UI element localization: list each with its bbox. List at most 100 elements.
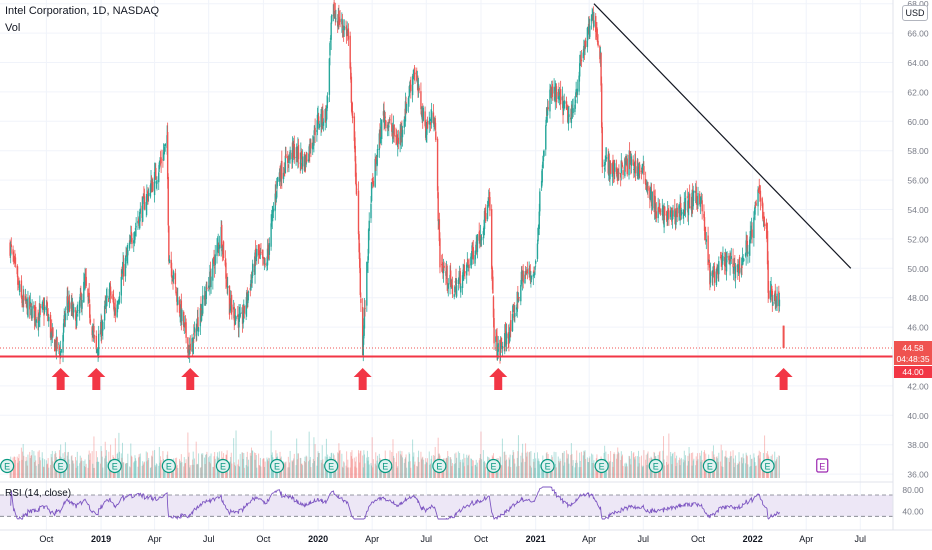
earnings-marker[interactable]: E <box>432 458 447 474</box>
earnings-marker[interactable]: E <box>378 458 393 474</box>
volume-bar <box>687 455 689 478</box>
volume-bar <box>583 450 585 478</box>
earnings-marker[interactable]: E <box>107 458 122 474</box>
volume-bar <box>363 454 365 478</box>
candle <box>533 270 535 273</box>
volume-bar <box>416 466 418 478</box>
earnings-marker[interactable]: E <box>702 458 717 474</box>
volume-bar <box>504 451 506 478</box>
earnings-marker[interactable]: E <box>540 458 555 474</box>
volume-bar <box>531 467 533 478</box>
time-axis[interactable]: Oct 2019 Apr Jul Oct 2020 Apr Jul Oct 2021 Apr Jul O… <box>39 534 866 544</box>
volume-bar <box>297 453 299 478</box>
candle <box>704 228 706 235</box>
volume-bar <box>199 467 201 478</box>
volume-bar <box>454 463 456 478</box>
earnings-marker[interactable]: E <box>760 458 775 474</box>
candle <box>678 205 680 214</box>
volume-bar <box>625 462 627 478</box>
volume-bar <box>563 451 565 478</box>
volume-bar <box>371 437 373 478</box>
volume-bar <box>235 430 237 478</box>
volume-bar <box>642 467 644 478</box>
candle <box>520 271 523 285</box>
candle <box>287 155 289 163</box>
volume-bar <box>605 465 607 478</box>
candle <box>328 58 331 95</box>
volume-bar <box>538 458 540 478</box>
volume-bar <box>468 454 470 478</box>
volume-bar <box>139 456 141 478</box>
volume-bar <box>758 454 760 478</box>
earnings-marker[interactable]: E <box>324 458 339 474</box>
earnings-marker-future[interactable]: E <box>816 458 829 473</box>
candle <box>193 327 196 333</box>
volume-bar <box>159 462 161 478</box>
currency-button[interactable]: USD <box>902 5 928 21</box>
candle <box>170 259 172 269</box>
earnings-marker[interactable]: E <box>648 458 663 474</box>
volume-bar <box>479 454 481 478</box>
volume-bar <box>372 467 374 478</box>
candle <box>256 248 258 257</box>
candle <box>424 111 426 126</box>
volume-bar <box>299 457 301 478</box>
volume-bar <box>429 464 431 478</box>
support-arrows <box>51 368 793 390</box>
volume-bar <box>753 453 755 478</box>
volume-bar <box>521 452 523 478</box>
earnings-marker[interactable]: E <box>0 458 15 474</box>
volume-bar <box>76 460 78 478</box>
candle <box>559 89 562 105</box>
candle <box>316 130 318 132</box>
candle <box>437 192 439 222</box>
volume-bar <box>284 463 286 478</box>
volume-bar <box>184 463 186 478</box>
earnings-marker[interactable]: E <box>594 458 609 474</box>
volume-bar <box>466 457 468 478</box>
current-price-value: 44.58 <box>902 343 924 353</box>
volume-bar <box>582 455 584 478</box>
earnings-marker[interactable]: E <box>161 458 176 474</box>
candle <box>640 170 643 173</box>
support-box <box>894 366 932 378</box>
candle <box>218 244 221 249</box>
candle <box>597 40 599 46</box>
volume-bar <box>620 451 622 478</box>
earnings-marker[interactable]: E <box>486 458 501 474</box>
earnings-marker[interactable]: E <box>53 458 68 474</box>
candle <box>288 155 290 164</box>
volume-bar <box>234 464 236 478</box>
volume-bar <box>563 465 565 478</box>
candle <box>630 156 633 166</box>
volume-bar <box>501 465 503 478</box>
candle <box>542 161 544 167</box>
volume-bar <box>320 460 322 478</box>
candle <box>166 132 169 180</box>
time-tick-label: Oct <box>691 534 706 544</box>
candle <box>389 119 391 121</box>
volume-bar <box>567 453 569 478</box>
volume-bar <box>368 464 370 478</box>
time-tick-label: Jul <box>638 534 650 544</box>
candle <box>56 337 58 349</box>
candle <box>451 285 454 295</box>
volume-bar <box>250 447 252 478</box>
candle <box>177 297 179 305</box>
earnings-label: E <box>545 462 551 472</box>
candle <box>464 271 466 274</box>
earnings-marker[interactable]: E <box>215 458 231 474</box>
volume-bar <box>667 463 669 478</box>
volume-bar <box>205 455 207 478</box>
price-axis[interactable]: 36.00 38.00 40.00 42.00 46.00 48.00 50.00 52.00… <box>907 0 929 480</box>
candle <box>41 303 43 309</box>
volume-bar <box>678 460 680 478</box>
candle <box>58 346 61 351</box>
candle <box>83 281 85 303</box>
candle <box>375 157 377 164</box>
earnings-marker[interactable]: E <box>269 458 285 474</box>
candle <box>206 287 208 289</box>
candle <box>508 334 511 340</box>
candle <box>364 307 366 309</box>
